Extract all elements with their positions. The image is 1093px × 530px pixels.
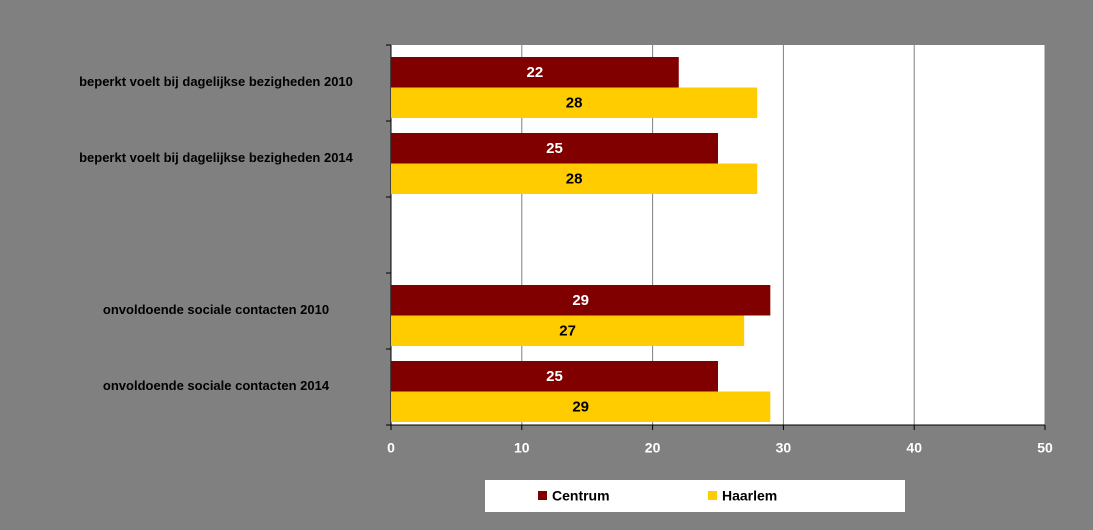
y-tick-label: beperkt voelt bij dagelijkse bezigheden …	[79, 149, 353, 165]
x-tick-label: 50	[1037, 440, 1053, 456]
data-label: 29	[572, 292, 589, 309]
data-label: 28	[566, 95, 583, 112]
bar	[391, 163, 758, 194]
data-label: 25	[546, 140, 563, 157]
legend	[485, 480, 905, 512]
bar	[391, 361, 718, 392]
data-label: 22	[527, 64, 544, 81]
data-label: 28	[566, 171, 583, 188]
y-tick-label: onvoldoende sociale contacten 2010	[102, 301, 330, 317]
bar	[391, 391, 771, 422]
legend-label: Centrum	[552, 488, 610, 504]
bar	[391, 133, 718, 164]
data-label: 25	[546, 368, 563, 385]
x-tick-label: 10	[514, 440, 530, 456]
y-tick-label: onvoldoende sociale contacten 2014	[102, 377, 330, 393]
x-tick-label: 20	[645, 440, 661, 456]
y-tick-label: beperkt voelt bij dagelijkse bezigheden …	[79, 73, 353, 89]
x-tick-label: 40	[906, 440, 922, 456]
data-label: 27	[559, 323, 576, 340]
legend-swatch	[708, 491, 717, 500]
data-label: 29	[572, 399, 589, 416]
legend-label: Haarlem	[722, 488, 777, 504]
x-tick-label: 30	[776, 440, 792, 456]
bar	[391, 285, 771, 316]
bar	[391, 57, 679, 88]
bar	[391, 315, 745, 346]
x-tick-label: 0	[387, 440, 395, 456]
bar	[391, 87, 758, 118]
legend-swatch	[538, 491, 547, 500]
